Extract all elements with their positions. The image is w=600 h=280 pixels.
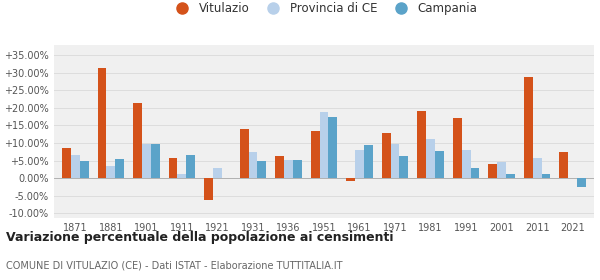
Bar <box>187 155 195 178</box>
Bar <box>204 178 213 200</box>
Bar <box>542 174 550 178</box>
Bar <box>248 152 257 178</box>
Legend: Vitulazio, Provincia di CE, Campania: Vitulazio, Provincia di CE, Campania <box>170 2 478 15</box>
Bar <box>328 117 337 178</box>
Bar <box>497 162 506 178</box>
Bar <box>293 160 302 178</box>
Bar <box>364 145 373 178</box>
Bar <box>151 144 160 178</box>
Bar <box>533 158 542 178</box>
Bar <box>178 174 187 178</box>
Bar <box>346 178 355 181</box>
Bar <box>142 144 151 178</box>
Bar <box>115 159 124 178</box>
Bar <box>284 160 293 178</box>
Bar <box>169 158 178 178</box>
Bar <box>488 164 497 178</box>
Text: Variazione percentuale della popolazione ai censimenti: Variazione percentuale della popolazione… <box>6 231 394 244</box>
Bar <box>453 118 461 178</box>
Bar <box>400 156 409 178</box>
Bar <box>426 139 435 178</box>
Bar <box>311 131 320 178</box>
Bar <box>275 156 284 178</box>
Bar <box>98 67 106 178</box>
Bar <box>461 150 470 178</box>
Bar <box>239 129 248 178</box>
Bar <box>257 160 266 178</box>
Bar <box>559 152 568 178</box>
Bar <box>524 77 533 178</box>
Text: COMUNE DI VITULAZIO (CE) - Dati ISTAT - Elaborazione TUTTITALIA.IT: COMUNE DI VITULAZIO (CE) - Dati ISTAT - … <box>6 261 343 271</box>
Bar <box>106 166 115 178</box>
Bar <box>470 167 479 178</box>
Bar <box>577 178 586 187</box>
Bar <box>382 133 391 178</box>
Bar <box>80 160 89 178</box>
Bar <box>133 103 142 178</box>
Bar <box>355 150 364 178</box>
Bar <box>71 155 80 178</box>
Bar <box>417 111 426 178</box>
Bar <box>320 112 328 178</box>
Bar <box>213 167 222 178</box>
Bar <box>435 151 444 178</box>
Bar <box>391 144 400 178</box>
Bar <box>62 148 71 178</box>
Bar <box>506 174 515 178</box>
